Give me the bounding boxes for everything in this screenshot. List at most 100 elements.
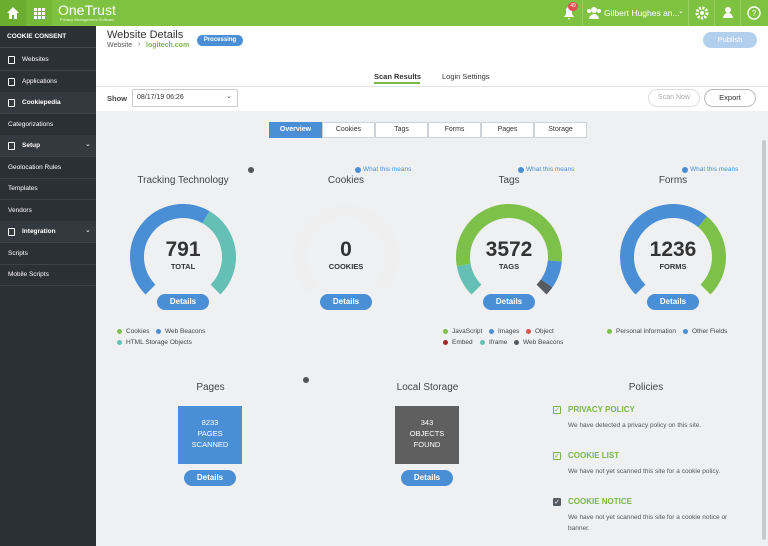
policy-title[interactable]: PRIVACY POLICY [568,405,635,414]
details-button[interactable]: Details [320,294,372,310]
legend-label: Object [535,328,554,335]
user-caret: ⌄ [678,7,684,15]
sub-tab[interactable]: Storage [534,122,587,138]
date-value: 08/17/19 06:26 [137,94,184,101]
sidebar-icon [8,99,15,107]
gear-icon [689,0,715,26]
policy-title[interactable]: COOKIE LIST [568,451,619,460]
chevron: ⌄ [85,140,91,148]
info-icon [355,167,361,173]
show-label: Show [107,94,127,103]
user-menu[interactable]: Gilbert Hughes an... [604,8,680,18]
legend-label: Embed [452,339,473,346]
card: Tracking Technology791TOTALDetailsCookie… [107,160,259,358]
legend-label: Images [498,328,519,335]
card-title: Policies [543,382,749,393]
svg-text:?: ? [752,9,757,18]
sidebar-title: COOKIE CONSENT [7,33,66,40]
legend-dot [607,329,612,334]
sidebar-label: Setup [22,142,40,149]
stat-label: PAGES [178,429,242,438]
details-button[interactable]: Details [401,470,453,486]
export-button[interactable]: Export [704,89,756,107]
divider [96,86,768,87]
sidebar-label: Categorizations [8,121,53,128]
legend-label: HTML Storage Objects [126,339,192,346]
gauge-value: 1236 [597,238,749,262]
info-link[interactable]: What this means [363,166,411,173]
sidebar-label: Applications [22,78,57,85]
details-button[interactable]: Details [483,294,535,310]
page-title: Website Details [107,29,183,41]
sidebar-icon [8,142,15,150]
card-title: Tags [433,175,585,186]
sidebar-label: Templates [8,185,38,192]
details-button[interactable]: Details [157,294,209,310]
info-link[interactable]: What this means [526,166,574,173]
status-badge: Processing [197,35,243,46]
sub-tab[interactable]: Cookies [322,122,375,138]
card: FormsWhat this means1236FORMSDetailsPers… [597,160,749,358]
sub-tab[interactable]: Overview [269,122,322,138]
gauge-value: 0 [270,238,422,262]
check-icon: ✓ [553,498,561,506]
tab-underline [374,82,420,84]
info-icon [303,377,309,383]
help-button[interactable]: ? [741,0,767,26]
settings-button[interactable] [689,0,715,26]
tab[interactable]: Login Settings [442,72,490,81]
legend-dot [156,329,161,334]
card-title: Local Storage [324,382,531,393]
policy-text: We have not yet scanned this site for a … [568,466,738,477]
help-icon: ? [741,0,767,26]
details-button[interactable]: Details [647,294,699,310]
gauge-unit: COOKIES [270,262,422,271]
logo-subtitle: Privacy Management Software [60,17,114,22]
stat-label: SCANNED [178,440,242,449]
select-caret: ⌄ [226,92,232,100]
breadcrumb-sep: › [138,41,140,48]
sub-tab[interactable]: Tags [375,122,428,138]
info-link[interactable]: What this means [690,166,738,173]
apps-button[interactable] [26,0,52,26]
sub-tab[interactable]: Pages [481,122,534,138]
legend-dot [526,329,531,334]
apps-icon [26,0,52,26]
legend-dot [480,340,485,345]
info-icon [248,167,254,173]
sidebar-icon [8,78,15,86]
card-title: Cookies [270,175,422,186]
card: TagsWhat this means3572TAGSDetailsJavaSc… [433,160,585,358]
card-title: Tracking Technology [107,175,259,186]
policy-title[interactable]: COOKIE NOTICE [568,497,632,506]
sub-tab[interactable]: Forms [428,122,481,138]
home-button[interactable] [0,0,26,26]
sidebar-label: Mobile Scripts [8,271,49,278]
card: Cookies What this means 0COOKIES Details [270,160,422,358]
sidebar-item-divider [0,285,96,286]
legend-dot [489,329,494,334]
card: Local Storage343OBJECTSFOUNDDetails [324,370,531,546]
home-icon [0,0,26,26]
publish-button[interactable]: Publish [703,32,757,48]
profile-button[interactable] [715,0,741,26]
divider [0,47,96,48]
gauge-unit: TAGS [433,262,585,271]
sidebar-label: Integration [22,228,56,235]
notification-badge: 49 [568,2,578,11]
policy-text: We have detected a privacy policy on thi… [568,420,738,431]
user-icon [586,6,602,20]
details-button[interactable]: Details [184,470,236,486]
stat-label: FOUND [395,440,459,449]
divider [443,321,575,322]
logo[interactable]: OneTrust [58,2,116,18]
scan-now-button[interactable]: Scan Now [648,89,700,107]
divider [607,321,739,322]
breadcrumb-root[interactable]: Website [107,42,132,49]
stat-box: 8233PAGESSCANNED [178,406,242,464]
gauge-arc [542,283,547,289]
tab[interactable]: Scan Results [374,72,421,81]
sidebar-icon [8,56,15,64]
